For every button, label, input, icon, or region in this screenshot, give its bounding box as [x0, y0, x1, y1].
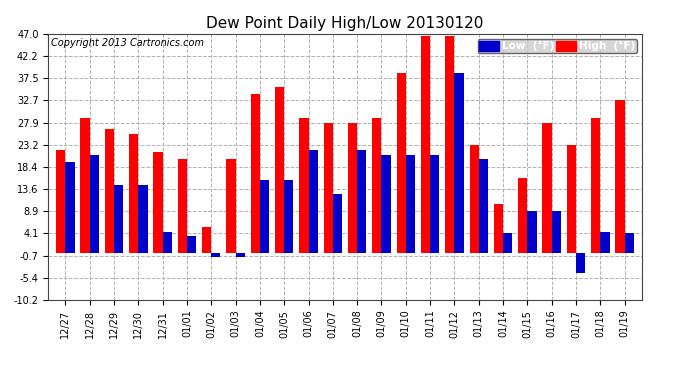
Bar	[542, 123, 552, 252]
Bar	[455, 74, 464, 252]
Bar	[615, 100, 624, 252]
Bar	[226, 159, 235, 252]
Bar	[397, 74, 406, 252]
Bar	[114, 185, 124, 252]
Bar	[494, 204, 503, 252]
Bar	[333, 194, 342, 252]
Bar	[66, 162, 75, 252]
Bar	[284, 180, 293, 252]
Bar	[382, 155, 391, 252]
Text: Copyright 2013 Cartronics.com: Copyright 2013 Cartronics.com	[51, 38, 204, 48]
Bar	[430, 155, 440, 252]
Bar	[552, 211, 561, 252]
Bar	[138, 185, 148, 252]
Bar	[129, 134, 138, 252]
Bar	[348, 123, 357, 252]
Bar	[372, 117, 382, 252]
Bar	[250, 94, 260, 252]
Bar	[357, 150, 366, 252]
Bar	[566, 144, 576, 252]
Bar	[503, 233, 512, 252]
Bar	[163, 232, 172, 252]
Bar	[105, 129, 114, 252]
Bar	[421, 36, 430, 252]
Bar	[469, 144, 479, 252]
Bar	[56, 150, 66, 252]
Bar	[576, 252, 585, 273]
Bar	[591, 117, 600, 252]
Bar	[600, 232, 609, 252]
Bar	[202, 227, 211, 252]
Bar	[81, 117, 90, 252]
Bar	[527, 211, 537, 252]
Bar	[308, 150, 318, 252]
Bar	[275, 87, 284, 252]
Bar	[518, 178, 527, 252]
Bar	[187, 236, 196, 252]
Bar	[211, 252, 221, 257]
Bar	[153, 153, 163, 252]
Bar	[479, 159, 488, 252]
Bar	[90, 155, 99, 252]
Bar	[406, 155, 415, 252]
Bar	[445, 36, 455, 252]
Bar	[299, 117, 308, 252]
Bar	[624, 233, 634, 252]
Bar	[260, 180, 269, 252]
Legend: Low  (°F), High  (°F): Low (°F), High (°F)	[477, 39, 637, 53]
Bar	[178, 159, 187, 252]
Bar	[235, 252, 245, 257]
Title: Dew Point Daily High/Low 20130120: Dew Point Daily High/Low 20130120	[206, 16, 484, 31]
Bar	[324, 123, 333, 252]
